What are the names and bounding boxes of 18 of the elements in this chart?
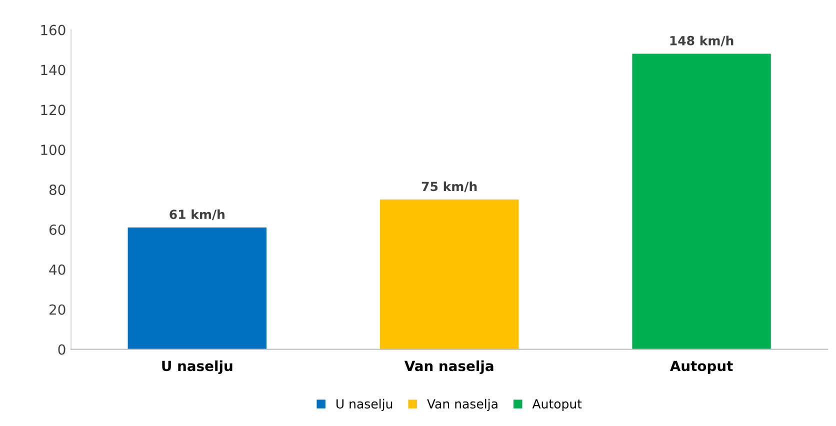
y-tick-label: 20 <box>50 304 66 315</box>
x-tick-label: U naselju <box>162 360 232 374</box>
data-label: 61 km/h <box>170 209 224 220</box>
legend-label: U naselju <box>336 398 392 412</box>
y-tick-label: 0 <box>58 344 66 355</box>
legend-label: Autoput <box>532 399 582 412</box>
y-tick-label: 100 <box>41 144 66 156</box>
x-tick-label: Autoput <box>670 360 733 374</box>
data-label: 75 km/h <box>422 181 477 192</box>
data-label: 148 km/h <box>670 36 734 46</box>
y-tick-label: 160 <box>41 24 66 36</box>
y-tick-label: 140 <box>41 64 66 76</box>
y-tick-label: 80 <box>49 184 66 196</box>
legend-label: Van naselja <box>427 398 498 412</box>
y-tick-label: 120 <box>41 104 66 116</box>
y-tick-label: 40 <box>49 264 66 275</box>
x-tick-label: Van naselja <box>404 360 494 374</box>
y-tick-label: 60 <box>49 224 66 235</box>
